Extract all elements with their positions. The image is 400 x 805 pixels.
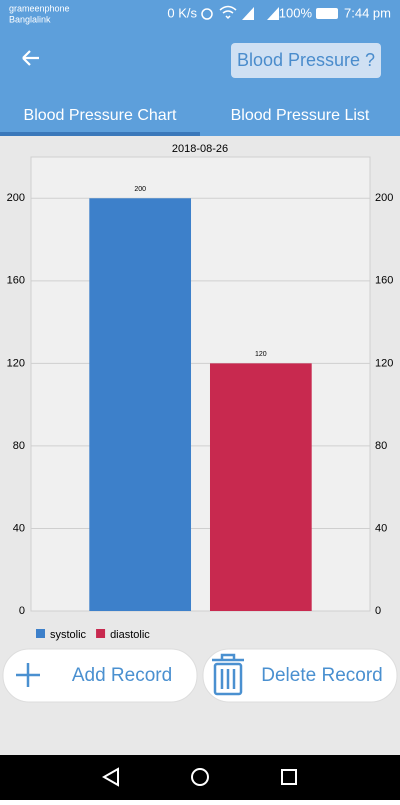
bar xyxy=(209,363,312,611)
carrier: Banglalink xyxy=(9,14,51,24)
tab-indicator xyxy=(0,132,200,136)
back-button[interactable] xyxy=(22,50,39,66)
y-tick-label: 0 xyxy=(19,605,25,617)
alarm-icon xyxy=(201,8,213,20)
chart-title: 2018-08-26 xyxy=(172,143,228,155)
wifi-icon xyxy=(219,5,237,20)
carrier: grameenphone xyxy=(9,3,70,13)
tab[interactable]: Blood Pressure List xyxy=(231,107,370,124)
y2-tick-label: 160 xyxy=(375,275,393,287)
legend-swatch xyxy=(36,629,45,638)
tab[interactable]: Blood Pressure Chart xyxy=(24,107,178,124)
y2-tick-label: 120 xyxy=(375,357,393,369)
delete-button[interactable] xyxy=(202,648,398,703)
plot-area xyxy=(30,156,371,612)
data-label: 120 xyxy=(255,351,267,358)
legend-label: diastolic xyxy=(110,629,150,641)
help-button[interactable] xyxy=(231,43,381,78)
y2-tick-label: 80 xyxy=(375,440,387,452)
bar xyxy=(89,198,192,612)
add-button-label: Add Record xyxy=(72,665,172,686)
battery-level: 100% xyxy=(279,5,313,20)
nav-back[interactable] xyxy=(101,767,119,787)
y-tick-label: 160 xyxy=(7,275,25,287)
clock: 7:44 pm xyxy=(344,5,391,20)
nav-home[interactable] xyxy=(191,768,209,786)
y2-tick-label: 0 xyxy=(375,605,381,617)
y-tick-label: 120 xyxy=(7,357,25,369)
y-tick-label: 200 xyxy=(7,192,25,204)
nav-recents[interactable] xyxy=(281,769,297,785)
delete-button-label: Delete Record xyxy=(261,665,382,686)
data-label: 200 xyxy=(134,186,146,193)
help-button-label: Blood Pressure ? xyxy=(237,50,375,70)
chart: 0 0 40 40 80 80 120 120 160 160 200 200 200 120 systol… xyxy=(7,186,394,641)
signal-icon xyxy=(267,7,279,20)
add-button[interactable] xyxy=(2,648,198,703)
nav-bar xyxy=(0,755,400,800)
legend-label: systolic xyxy=(50,629,87,641)
y2-tick-label: 200 xyxy=(375,192,393,204)
y2-tick-label: 40 xyxy=(375,522,387,534)
net-speed: 0 K/s xyxy=(167,5,197,20)
legend-swatch xyxy=(96,629,106,638)
signal-icon xyxy=(242,7,254,20)
battery-icon xyxy=(316,8,338,19)
plus-icon xyxy=(16,663,40,687)
y-tick-label: 80 xyxy=(13,440,25,452)
y-tick-label: 40 xyxy=(13,522,25,534)
trash-icon xyxy=(212,653,244,696)
